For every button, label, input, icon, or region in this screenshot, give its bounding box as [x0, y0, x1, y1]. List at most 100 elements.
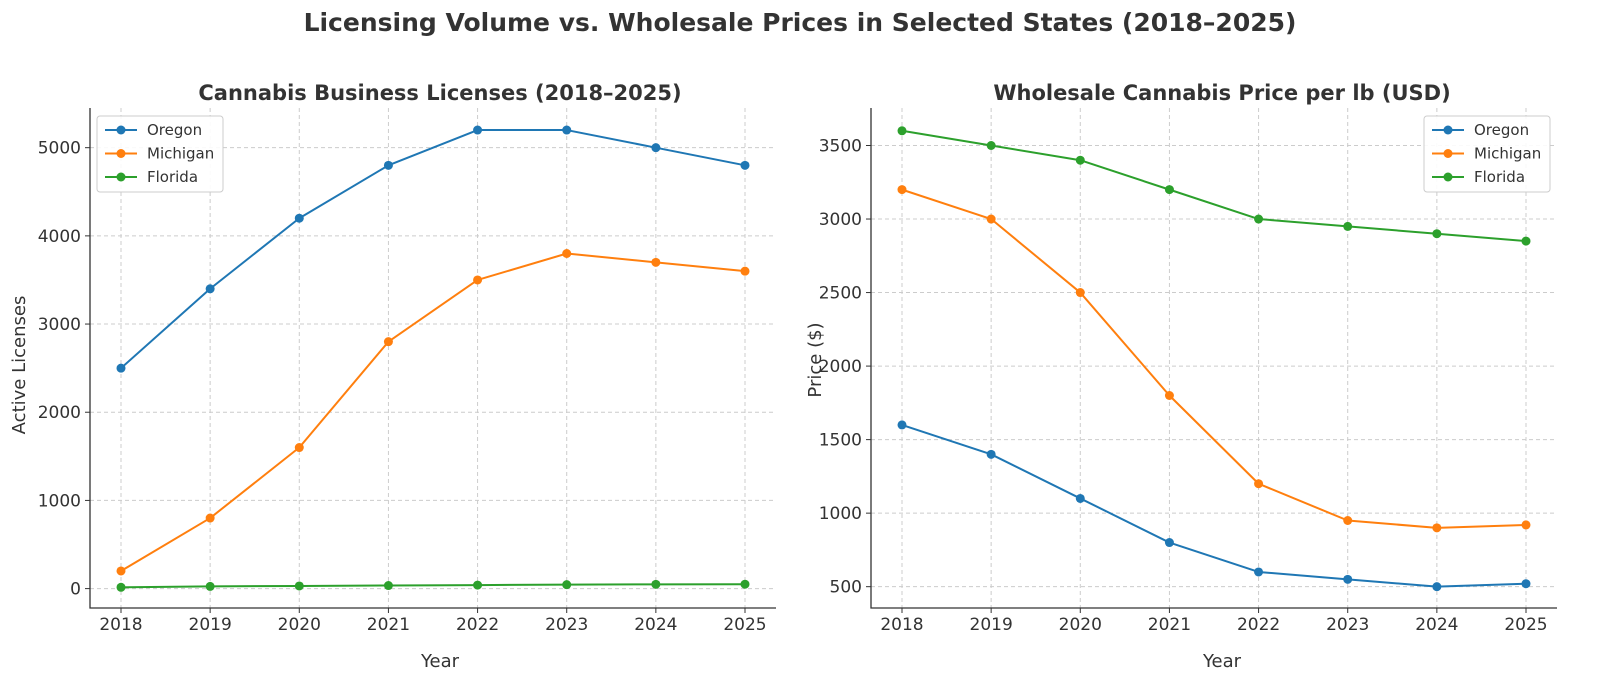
licenses-series-michigan: [116, 249, 750, 576]
price-x-axis-label: Year: [1202, 651, 1242, 672]
licenses-y-tick-label: 0: [70, 580, 81, 600]
price-legend-box: [1423, 115, 1551, 193]
licenses-x-tick-label: 2023: [545, 615, 588, 635]
licenses-oregon-point: [651, 143, 661, 153]
price-x-tick-label: 2024: [1415, 615, 1458, 635]
price-x-tick-label: 2018: [880, 615, 923, 635]
price-oregon-point: [986, 449, 996, 459]
price-florida-point: [897, 126, 907, 136]
price-oregon-point: [1521, 579, 1531, 589]
price-x-tick-label: 2023: [1326, 615, 1369, 635]
price-x-tick-label: 2025: [1504, 615, 1547, 635]
licenses-legend-item-oregon: Oregon: [105, 121, 202, 139]
price-oregon-point: [1254, 567, 1264, 577]
licenses-legend-label: Michigan: [147, 145, 214, 163]
licenses-y-tick-label: 5000: [38, 139, 81, 159]
price-oregon-point: [1432, 582, 1442, 592]
licenses-legend-label: Florida: [147, 168, 198, 186]
licenses-oregon-point: [116, 363, 126, 373]
licenses-chart-title: Cannabis Business Licenses (2018–2025): [198, 81, 681, 105]
price-michigan-point: [1432, 523, 1442, 533]
price-series-oregon: [897, 420, 1531, 592]
price-legend-item-oregon: Oregon: [1432, 121, 1529, 139]
licenses-legend: Oregon Michigan Florida: [96, 115, 224, 193]
price-y-tick-label: 2000: [819, 357, 862, 377]
price-panel: Wholesale Cannabis Price per lb (USD) Ye…: [805, 81, 1557, 672]
price-legend-marker: [1443, 149, 1453, 158]
licenses-michigan-point: [473, 275, 483, 285]
licenses-florida-point: [473, 580, 483, 590]
price-y-tick-label: 1000: [819, 504, 862, 524]
price-x-tick-label: 2021: [1148, 615, 1191, 635]
price-y-tick-label: 3500: [819, 137, 862, 157]
licenses-x-tick-label: 2018: [99, 615, 142, 635]
price-x-tick-label: 2020: [1059, 615, 1102, 635]
licenses-michigan-point: [294, 443, 304, 453]
licenses-legend-marker: [116, 172, 126, 182]
licenses-michigan-point: [116, 566, 126, 576]
price-y-tick-label: 3000: [819, 210, 862, 230]
licenses-x-tick-label: 2025: [723, 615, 766, 635]
licenses-oregon-point: [473, 125, 483, 135]
price-x-tick-label: 2019: [970, 615, 1013, 635]
licenses-x-tick-label: 2022: [456, 615, 499, 635]
price-chart-title: Wholesale Cannabis Price per lb (USD): [993, 81, 1450, 105]
licenses-legend-box: [96, 115, 224, 193]
price-legend-label: Florida: [1474, 168, 1525, 186]
price-legend-label: Oregon: [1474, 121, 1529, 139]
price-michigan-point: [897, 185, 907, 195]
price-series-michigan: [897, 185, 1531, 533]
price-florida-point: [1164, 185, 1174, 195]
licenses-florida-point: [562, 580, 572, 590]
licenses-florida-point: [383, 581, 393, 591]
price-legend-marker: [1443, 172, 1453, 182]
price-michigan-point: [1254, 479, 1264, 489]
licenses-y-tick-label: 1000: [38, 491, 81, 511]
price-legend-item-florida: Florida: [1432, 168, 1525, 186]
price-michigan-point: [986, 214, 996, 224]
licenses-michigan-line: [120, 252, 746, 572]
price-legend-item-michigan: Michigan: [1432, 145, 1541, 163]
price-axes: [870, 108, 1557, 609]
licenses-y-tick-label: 2000: [38, 403, 81, 423]
price-michigan-point: [1075, 288, 1085, 298]
licenses-florida-line: [120, 583, 746, 589]
price-michigan-point: [1521, 520, 1531, 530]
licenses-florida-point: [116, 582, 126, 592]
licenses-legend-marker: [116, 125, 126, 135]
licenses-oregon-point: [740, 160, 750, 170]
price-florida-point: [986, 141, 996, 150]
price-legend: Oregon Michigan Florida: [1423, 115, 1551, 193]
price-y-tick-label: 1500: [819, 431, 862, 451]
licenses-florida-point: [740, 579, 750, 589]
licenses-legend-item-michigan: Michigan: [105, 145, 214, 163]
licenses-y-axis-label: Active Licenses: [9, 296, 30, 435]
licenses-y-tick-label: 3000: [38, 315, 81, 335]
price-oregon-point: [1343, 574, 1353, 584]
price-michigan-point: [1164, 391, 1174, 400]
price-florida-line: [901, 129, 1527, 243]
price-florida-point: [1254, 214, 1264, 224]
price-y-axis-label: Price ($): [805, 322, 826, 397]
licenses-x-tick-label: 2019: [189, 615, 232, 635]
licenses-michigan-point: [651, 257, 661, 267]
licenses-oregon-point: [294, 213, 304, 223]
licenses-oregon-point: [205, 284, 215, 294]
licenses-x-axis-label: Year: [420, 651, 460, 672]
price-michigan-point: [1343, 516, 1353, 525]
figure-title: Licensing Volume vs. Wholesale Prices in…: [304, 8, 1297, 37]
licenses-x-tick-label: 2020: [278, 615, 321, 635]
licenses-panel: Cannabis Business Licenses (2018–2025) Y…: [9, 81, 776, 672]
licenses-legend-label: Oregon: [147, 121, 202, 139]
price-oregon-point: [1075, 493, 1085, 503]
licenses-oregon-line: [120, 129, 746, 369]
price-michigan-line: [901, 188, 1527, 529]
price-legend-label: Michigan: [1474, 145, 1541, 163]
licenses-y-tick-label: 4000: [38, 227, 81, 247]
price-florida-point: [1075, 155, 1085, 165]
licenses-series-oregon: [116, 125, 750, 373]
licenses-florida-point: [651, 579, 661, 589]
licenses-axes: [89, 108, 776, 609]
licenses-florida-point: [294, 581, 304, 591]
